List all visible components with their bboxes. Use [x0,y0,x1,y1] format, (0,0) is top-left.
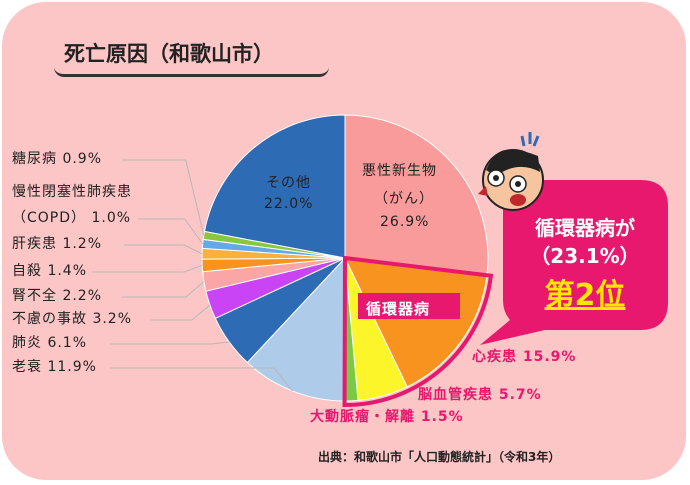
label-cancer-name: 悪性新生物 [362,163,437,179]
leader-line-6 [150,304,211,321]
label-diabetes: 糖尿病 0.9% [12,151,103,167]
leader-line-11 [122,159,205,236]
callout-line3: 第2位 [544,278,626,313]
label-other-name: その他 [266,175,311,191]
source-note: 出典：和歌山市「人口動態統計」（令和3年） [318,450,561,464]
pie-slice-1 [344,257,488,388]
label-copd-pct: （COPD） 1.0% [12,210,132,226]
leader-line-4 [110,367,293,392]
group-tag-label: 循環器病 [366,300,431,318]
group-tag-bg [358,293,460,319]
leader-line-10 [138,218,204,245]
label-suicide: 自殺 1.4% [12,263,88,279]
leader-line-9 [124,244,203,255]
label-cancer-pct: 26.9% [380,214,430,230]
label-cancer-sub: （がん） [374,191,434,207]
page-title: 死亡原因（和歌山市） [54,38,329,77]
label-liver: 肝疾患 1.2% [12,236,103,252]
pie-slice-0 [344,114,489,276]
label-kidney: 腎不全 2.2% [12,288,103,304]
label-heart: 心疾患 15.9% [472,349,577,365]
label-cerebro: 脳血管疾患 5.7% [418,387,542,403]
leader-line-5 [110,341,230,345]
leader-line-7 [122,281,205,298]
group-highlight [342,255,494,407]
callout-line2: （23.1%） [530,244,640,268]
label-senility: 老衰 11.9% [12,359,97,375]
speech-bubble [480,180,668,345]
label-other-pct: 22.0% [264,196,314,212]
label-accident: 不慮の事故 3.2% [12,311,133,327]
label-copd-name: 慢性閉塞性肺疾患 [12,184,132,200]
label-aorta: 大動脈瘤・解離 1.5% [310,409,464,425]
surprised-face-icon [478,132,544,211]
label-pneumonia: 肺炎 6.1% [12,335,88,351]
leader-line-8 [92,264,203,273]
callout-line1: 循環器病が [535,216,635,240]
pie-slice-12 [203,114,346,259]
